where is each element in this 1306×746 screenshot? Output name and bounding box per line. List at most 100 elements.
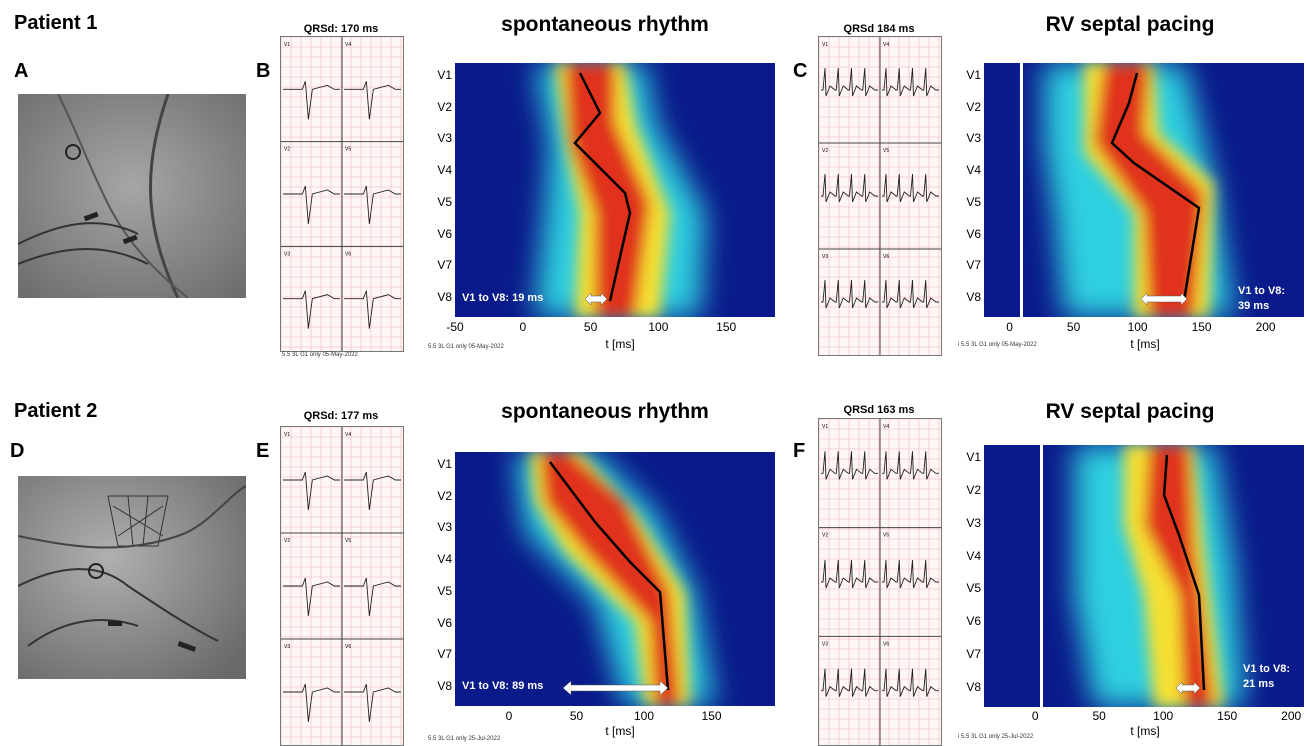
ecg-trace — [821, 559, 878, 589]
x-ticks-pacing-patient-2: 0 50 100 150 200 — [984, 709, 1304, 725]
patient-2-label: Patient 2 — [14, 400, 98, 422]
qrsd-pacing-patient-1: QRSd 184 ms — [843, 23, 915, 35]
ecg-trace — [882, 559, 939, 589]
lead-label-v7: V7 — [966, 258, 981, 273]
ecg-lead-label: V6 — [345, 251, 351, 257]
lead-label-v3: V3 — [966, 131, 981, 146]
x-tick-label: 0 — [519, 320, 527, 334]
heatmap-footer-spontaneous-patient-1: 5.5 3L G1 only 05-May-2022 — [428, 344, 504, 350]
ecg-lead-label: V2 — [284, 147, 290, 153]
ecg-trace — [821, 67, 878, 97]
ecg-trace — [821, 173, 878, 203]
ecg-strip-spontaneous-patient-2: V1 V4 V2 V5 V3 V6 — [280, 426, 404, 746]
heatmap-annotation-pacing-patient-1: V1 to V8: 39 ms — [1238, 284, 1285, 314]
lead-label-v1: V1 — [966, 450, 981, 465]
lead-label-v7: V7 — [437, 258, 452, 273]
lead-label-v5: V5 — [437, 583, 452, 598]
ecg-lead-label: V3 — [822, 641, 828, 647]
heatmap-annotation-spontaneous-patient-1: V1 to V8: 19 ms — [462, 292, 544, 304]
ecg-trace — [283, 185, 340, 225]
xray-image-patient-1 — [18, 94, 246, 298]
ecg-footer-pacing-patient-2: i 5.5 3L G1 only 25-Jul-2022 — [958, 734, 1034, 740]
lead-label-v3: V3 — [437, 520, 452, 535]
x-tick-label: 100 — [634, 709, 655, 723]
ecg-lead-label: V3 — [284, 644, 290, 650]
ecg-lead-label: V4 — [883, 424, 889, 430]
heatmap-annotation-spontaneous-patient-2: V1 to V8: 89 ms — [462, 680, 544, 692]
lead-label-v5: V5 — [966, 581, 981, 596]
ecg-lead-label: V4 — [345, 432, 351, 438]
ecg-lead-label: V1 — [284, 42, 290, 48]
ecg-lead-label: V5 — [345, 147, 351, 153]
heatmap-annotation-line2: 39 ms — [1238, 300, 1270, 312]
panel-letter-e: E — [256, 440, 270, 462]
ecg-lead-label: V5 — [345, 538, 351, 544]
x-axis-label: t [ms] — [605, 724, 635, 738]
lead-label-v6: V6 — [437, 226, 452, 241]
qrsd-pacing-patient-2: QRSd 163 ms — [843, 404, 915, 416]
heatmap-annotation-line2: 21 ms — [1243, 678, 1275, 690]
panel-letter-d: D — [10, 440, 25, 462]
ecg-trace — [283, 81, 340, 120]
panel-letter-c: C — [793, 60, 808, 82]
heatmap-spontaneous-patient-1 — [455, 63, 775, 317]
lead-label-v2: V2 — [966, 483, 981, 498]
lead-label-v1: V1 — [437, 456, 452, 471]
panel-letter-a: A — [14, 60, 29, 82]
lead-label-v4: V4 — [966, 548, 981, 563]
ecg-lead-label: V4 — [345, 42, 351, 48]
lead-labels-spontaneous-patient-1: V1 V2 V3 V4 V5 V6 V7 V8 — [428, 63, 454, 317]
ecg-trace — [821, 279, 878, 309]
qrsd-spontaneous-patient-1: QRSd: 170 ms — [303, 23, 379, 35]
x-tick-label: -50 — [446, 320, 464, 334]
x-ticks-spontaneous-patient-1: -50 0 50 100 150 — [446, 320, 775, 336]
heatmap-title-pacing-patient-2: RV septal pacing — [1045, 400, 1215, 423]
x-ticks-pacing-patient-1: 0 50 100 150 200 — [984, 320, 1304, 336]
ecg-lead-label: V1 — [822, 424, 828, 430]
ecg-trace — [344, 290, 401, 329]
ecg-lead-label: V5 — [883, 533, 889, 539]
lead-label-v8: V8 — [966, 679, 981, 694]
heatmap-pacing-patient-2 — [984, 445, 1304, 707]
heatmap-spontaneous-patient-2 — [455, 452, 775, 706]
lead-label-v7: V7 — [437, 647, 452, 662]
ecg-footer-spontaneous-patient-1: 5.5 3L G1 only 05-May-2022 — [282, 352, 358, 358]
ecg-lead-label: V6 — [883, 641, 889, 647]
heatmap-pacing-patient-1 — [984, 63, 1304, 317]
x-tick-label: 150 — [701, 709, 722, 723]
patient-1-label: Patient 1 — [14, 12, 98, 34]
ecg-trace — [821, 668, 878, 697]
lead-labels-pacing-patient-2: V1 V2 V3 V4 V5 V6 V7 V8 — [957, 445, 983, 707]
ecg-trace — [344, 683, 401, 723]
lead-label-v2: V2 — [437, 488, 452, 503]
lead-label-v5: V5 — [966, 194, 981, 209]
x-tick-label: 200 — [1255, 320, 1276, 334]
lead-label-v4: V4 — [437, 163, 452, 178]
ecg-lead-label: V3 — [822, 254, 828, 260]
lead-label-v2: V2 — [966, 99, 981, 114]
heatmap-annotation-pacing-patient-2: V1 to V8: 21 ms — [1243, 662, 1290, 692]
ecg-trace — [344, 81, 401, 120]
qrsd-spontaneous-patient-2: QRSd: 177 ms — [303, 410, 379, 422]
ecg-trace — [882, 67, 939, 97]
ecg-strip-pacing-patient-2: V1 V4 V2 V5 V3 V6 — [818, 418, 942, 746]
ecg-lead-label: V2 — [822, 148, 828, 154]
x-tick-label: 50 — [583, 320, 598, 334]
xray-image-patient-2 — [18, 476, 246, 679]
ecg-trace — [882, 279, 939, 309]
lead-label-v4: V4 — [966, 163, 981, 178]
lead-label-v1: V1 — [437, 67, 452, 82]
heatmap-annotation-line1: V1 to V8: — [1243, 663, 1291, 675]
x-tick-label: 50 — [1066, 320, 1081, 334]
ecg-trace — [283, 577, 340, 617]
lead-label-v7: V7 — [966, 646, 981, 661]
ecg-trace — [882, 668, 939, 697]
heatmap-title-pacing-patient-1: RV septal pacing — [1045, 13, 1215, 36]
x-tick-label: 150 — [1191, 320, 1212, 334]
x-tick-label: 200 — [1281, 709, 1302, 723]
heatmap-annotation-line1: V1 to V8: — [1238, 285, 1286, 297]
x-tick-label: 100 — [1153, 709, 1174, 723]
ecg-lead-label: V2 — [284, 538, 290, 544]
ecg-footer-pacing-patient-1: i 5.5 3L G1 only 05-May-2022 — [958, 342, 1037, 348]
lead-label-v6: V6 — [437, 615, 452, 630]
